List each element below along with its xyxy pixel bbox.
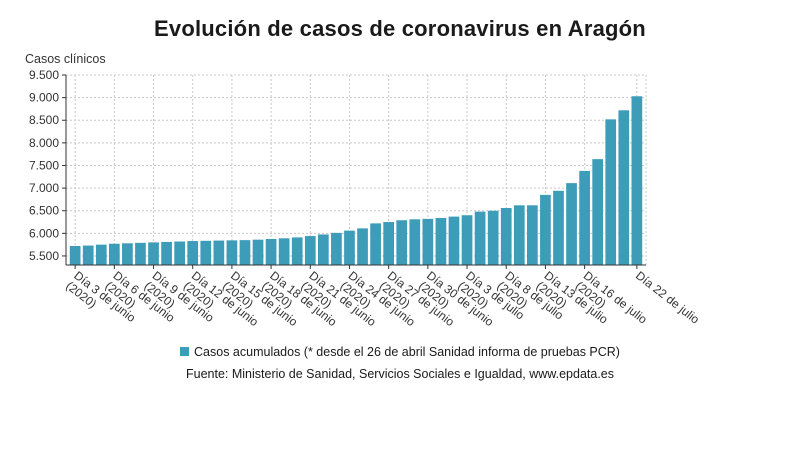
y-axis-ticks: 5.500 6.000 6.500 7.000 7.500 8.000 8.500 9.000… — [29, 68, 66, 263]
bar-chart: Casos clínicos 5.500 6.000 6.500 7.000 7.500… — [25, 52, 702, 329]
bar — [122, 243, 133, 265]
bar — [252, 239, 264, 265]
bar — [579, 170, 590, 265]
y-tick-label: 7.500 — [29, 158, 59, 172]
bar — [422, 218, 434, 265]
legend-swatch — [180, 347, 190, 356]
bar — [187, 241, 199, 265]
y-tick-label: 7.000 — [29, 181, 59, 195]
bar — [566, 183, 577, 265]
bar — [631, 96, 643, 265]
bars — [69, 96, 643, 266]
legend-label: Casos acumulados (* desde el 26 de abril… — [194, 345, 620, 359]
bar — [409, 219, 421, 265]
bar — [370, 223, 381, 265]
bar — [135, 242, 146, 265]
bar — [618, 110, 630, 266]
y-tick-label: 6.500 — [29, 204, 59, 218]
y-tick-label: 8.500 — [29, 113, 59, 127]
bar — [331, 232, 342, 265]
bar — [461, 215, 473, 265]
bar — [540, 194, 551, 265]
bar — [448, 216, 460, 265]
bar — [435, 217, 447, 265]
y-tick-label: 9.000 — [29, 91, 59, 105]
bar — [357, 228, 368, 265]
bar — [200, 240, 212, 265]
y-tick-label: 6.000 — [29, 226, 59, 240]
bar — [265, 238, 277, 265]
source-note: Fuente: Ministerio de Sanidad, Servicios… — [185, 367, 615, 381]
bar — [344, 230, 355, 265]
bar — [553, 190, 564, 265]
bar — [396, 220, 408, 265]
bar — [605, 119, 617, 265]
bar — [95, 244, 107, 265]
bar — [317, 234, 329, 265]
y-tick-label: 9.500 — [29, 68, 59, 82]
bar — [226, 240, 238, 265]
bar — [278, 238, 290, 265]
bar — [487, 210, 499, 265]
y-axis-label: Casos clínicos — [25, 52, 106, 66]
bar — [174, 241, 186, 265]
bar — [474, 211, 486, 265]
bar — [148, 242, 159, 265]
chart-title: Evolución de casos de coronavirus en Ara… — [154, 16, 646, 41]
bar — [69, 246, 81, 265]
axes — [65, 75, 646, 266]
bar — [304, 236, 316, 265]
bar — [213, 240, 225, 265]
bar — [526, 205, 538, 265]
bar — [291, 237, 303, 265]
bar — [239, 240, 251, 265]
bar — [161, 241, 172, 265]
y-tick-label: 8.000 — [29, 136, 59, 150]
x-axis-ticks: Día 3 de junio(2020) Día 6 de junio(2020)… — [63, 265, 702, 329]
bar — [108, 243, 120, 265]
bar — [513, 205, 525, 265]
bar — [82, 245, 94, 265]
bar — [500, 208, 512, 265]
bar — [383, 222, 395, 265]
bar — [592, 159, 604, 265]
legend: Casos acumulados (* desde el 26 de abril… — [0, 345, 800, 359]
y-tick-label: 5.500 — [29, 249, 59, 263]
